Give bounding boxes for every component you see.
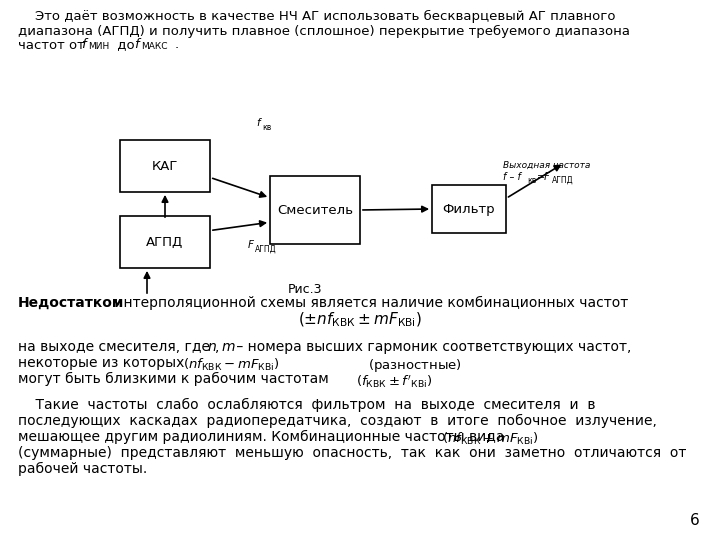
Text: АГПД: АГПД xyxy=(255,245,276,254)
Text: Недостатком: Недостатком xyxy=(18,296,124,310)
Text: f – f: f – f xyxy=(503,172,521,182)
Text: кв: кв xyxy=(527,176,536,185)
Text: до: до xyxy=(113,38,139,51)
Text: диапазона (АГПД) и получить плавное (сплошное) перекрытие требуемого диапазона: диапазона (АГПД) и получить плавное (спл… xyxy=(18,25,630,38)
Text: f: f xyxy=(256,118,260,128)
Text: $(nf_{\mathrm{КВК}} + mF_{\mathrm{КВi}})$: $(nf_{\mathrm{КВК}} + mF_{\mathrm{КВi}})… xyxy=(442,431,539,447)
FancyBboxPatch shape xyxy=(270,176,360,244)
Text: $(\pm nf_{\mathrm{КВК}} \pm mF_{\mathrm{КВi}})$: $(\pm nf_{\mathrm{КВК}} \pm mF_{\mathrm{… xyxy=(298,311,422,329)
Text: могут быть близкими к рабочим частотам: могут быть близкими к рабочим частотам xyxy=(18,372,329,386)
Text: Рис.3: Рис.3 xyxy=(288,283,323,296)
Text: (суммарные)  представляют  меньшую  опасность,  так  как  они  заметно  отличают: (суммарные) представляют меньшую опаснос… xyxy=(18,446,686,460)
Text: Фильтр: Фильтр xyxy=(443,202,495,215)
Text: частот от: частот от xyxy=(18,39,89,52)
Text: МИН: МИН xyxy=(88,42,109,51)
Text: Такие  частоты  слабо  ослабляются  фильтром  на  выходе  смесителя  и  в: Такие частоты слабо ослабляются фильтром… xyxy=(18,398,595,412)
Text: рабочей частоты.: рабочей частоты. xyxy=(18,462,148,476)
Text: МАКС: МАКС xyxy=(141,42,168,51)
Text: f: f xyxy=(81,38,86,51)
Text: $(nf_{\mathrm{КВК}} - mF_{\mathrm{КВi}})$: $(nf_{\mathrm{КВК}} - mF_{\mathrm{КВi}})… xyxy=(183,357,280,373)
Text: Это даёт возможность в качестве НЧ АГ использовать бескварцевый АГ плавного: Это даёт возможность в качестве НЧ АГ ис… xyxy=(18,10,616,23)
Text: n: n xyxy=(208,340,217,354)
FancyBboxPatch shape xyxy=(120,216,210,268)
Text: АГПД: АГПД xyxy=(146,235,184,248)
Text: m: m xyxy=(222,340,235,354)
Text: АГПД: АГПД xyxy=(552,176,574,185)
Text: – номера высших гармоник соответствующих частот,: – номера высших гармоник соответствующих… xyxy=(232,340,631,354)
FancyBboxPatch shape xyxy=(432,185,506,233)
Text: КАГ: КАГ xyxy=(152,159,178,172)
Text: 6: 6 xyxy=(690,513,700,528)
Text: некоторые из которых: некоторые из которых xyxy=(18,356,184,370)
Text: =F: =F xyxy=(537,172,551,182)
Text: $(\mathrm{разностные})$: $(\mathrm{разностные})$ xyxy=(368,357,462,374)
Text: F: F xyxy=(248,240,254,250)
Text: Выходная частота: Выходная частота xyxy=(503,161,590,170)
Text: кв: кв xyxy=(262,123,271,132)
Text: на выходе смесителя, где: на выходе смесителя, где xyxy=(18,340,215,354)
Text: Смеситель: Смеситель xyxy=(277,204,353,217)
Text: f: f xyxy=(134,38,139,51)
Text: $(f_{\mathrm{КВК}} \pm f'_{\mathrm{КВi}})$: $(f_{\mathrm{КВК}} \pm f'_{\mathrm{КВi}}… xyxy=(356,373,433,389)
FancyBboxPatch shape xyxy=(120,140,210,192)
Text: интерполяционной схемы является наличие комбинационных частот: интерполяционной схемы является наличие … xyxy=(110,296,629,310)
Text: .: . xyxy=(175,38,179,51)
Text: ,: , xyxy=(215,340,220,354)
Text: мешающее другим радиолиниям. Комбинационные частоты вида: мешающее другим радиолиниям. Комбинацион… xyxy=(18,430,505,444)
Text: последующих  каскадах  радиопередатчика,  создают  в  итоге  побочное  излучение: последующих каскадах радиопередатчика, с… xyxy=(18,414,657,428)
